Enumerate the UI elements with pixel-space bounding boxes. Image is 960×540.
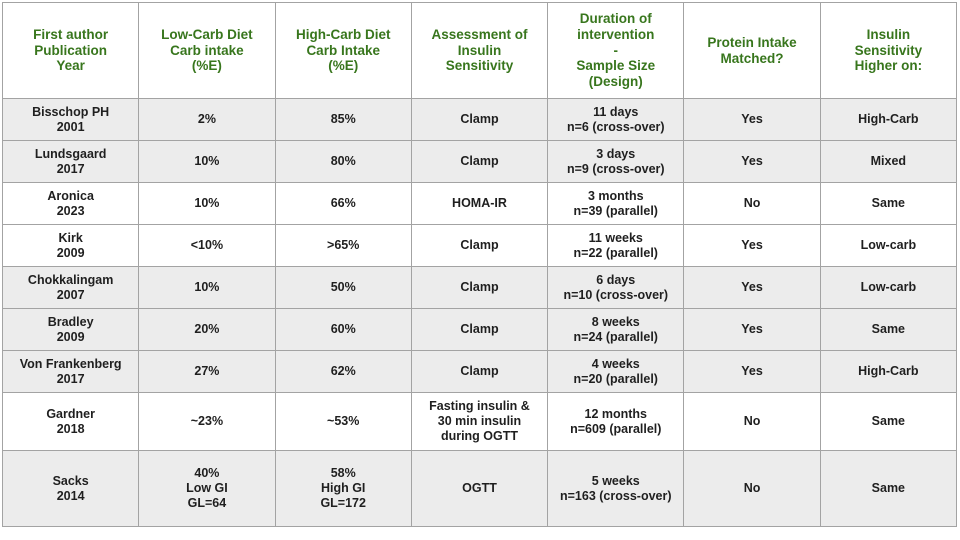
cell-protein: Yes <box>683 140 821 183</box>
table-header: First author Publication Year Low-Carb D… <box>1 2 958 99</box>
cell-author: Von Frankenberg 2017 <box>1 350 140 393</box>
cell-duration: 8 weeks n=24 (parallel) <box>547 308 685 351</box>
cell-duration: 11 days n=6 (cross-over) <box>547 98 685 141</box>
cell-assessment: Clamp <box>410 308 549 351</box>
header-cell-high-carb-intake: High-Carb Diet Carb Intake (%E) <box>274 2 412 99</box>
cell-protein: No <box>683 392 821 451</box>
table-row-bisschop: Bisschop PH 2001 2% 85% Clamp 11 days n=… <box>1 98 958 141</box>
cell-low-carb: ~23% <box>138 392 276 451</box>
cell-duration: 4 weeks n=20 (parallel) <box>547 350 685 393</box>
cell-assessment: Clamp <box>410 350 549 393</box>
header-cell-low-carb-intake: Low-Carb Diet Carb intake (%E) <box>138 2 276 99</box>
header-cell-first-author: First author Publication Year <box>1 2 140 99</box>
cell-protein: Yes <box>683 308 821 351</box>
table-body: Bisschop PH 2001 2% 85% Clamp 11 days n=… <box>1 98 958 527</box>
cell-protein: Yes <box>683 350 821 393</box>
cell-protein: Yes <box>683 266 821 309</box>
cell-assessment: Clamp <box>410 224 549 267</box>
cell-duration: 11 weeks n=22 (parallel) <box>547 224 685 267</box>
cell-protein: Yes <box>683 224 821 267</box>
table-row-sacks: Sacks 2014 40% Low GI GL=64 58% High GI … <box>1 450 958 527</box>
table-row-gardner: Gardner 2018 ~23% ~53% Fasting insulin &… <box>1 392 958 451</box>
cell-low-carb: 10% <box>138 266 276 309</box>
cell-author: Kirk 2009 <box>1 224 140 267</box>
cell-low-carb: 10% <box>138 182 276 225</box>
cell-assessment: HOMA-IR <box>410 182 549 225</box>
cell-assessment: Clamp <box>410 266 549 309</box>
cell-high-carb: 50% <box>274 266 412 309</box>
header-cell-sensitivity-higher: Insulin Sensitivity Higher on: <box>819 2 958 99</box>
cell-higher-on: Same <box>819 182 958 225</box>
cell-author: Sacks 2014 <box>1 450 140 527</box>
cell-protein: No <box>683 182 821 225</box>
cell-higher-on: Same <box>819 308 958 351</box>
header-row: First author Publication Year Low-Carb D… <box>1 2 958 99</box>
table-row-kirk: Kirk 2009 <10% >65% Clamp 11 weeks n=22 … <box>1 224 958 267</box>
cell-higher-on: Same <box>819 450 958 527</box>
table-row-chokkalingam: Chokkalingam 2007 10% 50% Clamp 6 days n… <box>1 266 958 309</box>
diet-studies-table: First author Publication Year Low-Carb D… <box>1 2 958 527</box>
cell-low-carb: 2% <box>138 98 276 141</box>
cell-high-carb: 66% <box>274 182 412 225</box>
cell-low-carb: <10% <box>138 224 276 267</box>
cell-high-carb: 62% <box>274 350 412 393</box>
cell-duration: 5 weeks n=163 (cross-over) <box>547 450 685 527</box>
cell-higher-on: Mixed <box>819 140 958 183</box>
cell-author: Chokkalingam 2007 <box>1 266 140 309</box>
cell-author: Bradley 2009 <box>1 308 140 351</box>
cell-low-carb: 40% Low GI GL=64 <box>138 450 276 527</box>
cell-low-carb: 27% <box>138 350 276 393</box>
cell-low-carb: 20% <box>138 308 276 351</box>
cell-high-carb: 58% High GI GL=172 <box>274 450 412 527</box>
cell-high-carb: ~53% <box>274 392 412 451</box>
cell-author: Lundsgaard 2017 <box>1 140 140 183</box>
cell-high-carb: 60% <box>274 308 412 351</box>
header-cell-assessment: Assessment of Insulin Sensitivity <box>410 2 549 99</box>
cell-assessment: Clamp <box>410 98 549 141</box>
table-row-bradley: Bradley 2009 20% 60% Clamp 8 weeks n=24 … <box>1 308 958 351</box>
cell-protein: Yes <box>683 98 821 141</box>
cell-assessment: Fasting insulin & 30 min insulin during … <box>410 392 549 451</box>
cell-author: Aronica 2023 <box>1 182 140 225</box>
table-row-von-frankenberg: Von Frankenberg 2017 27% 62% Clamp 4 wee… <box>1 350 958 393</box>
cell-assessment: OGTT <box>410 450 549 527</box>
cell-higher-on: Low-carb <box>819 224 958 267</box>
cell-author: Bisschop PH 2001 <box>1 98 140 141</box>
cell-author: Gardner 2018 <box>1 392 140 451</box>
cell-higher-on: High-Carb <box>819 98 958 141</box>
cell-high-carb: 80% <box>274 140 412 183</box>
cell-high-carb: >65% <box>274 224 412 267</box>
cell-high-carb: 85% <box>274 98 412 141</box>
table-row-aronica: Aronica 2023 10% 66% HOMA-IR 3 months n=… <box>1 182 958 225</box>
cell-duration: 3 days n=9 (cross-over) <box>547 140 685 183</box>
table-row-lundsgaard: Lundsgaard 2017 10% 80% Clamp 3 days n=9… <box>1 140 958 183</box>
cell-low-carb: 10% <box>138 140 276 183</box>
cell-duration: 12 months n=609 (parallel) <box>547 392 685 451</box>
cell-higher-on: High-Carb <box>819 350 958 393</box>
cell-assessment: Clamp <box>410 140 549 183</box>
header-cell-duration-sample: Duration of intervention - Sample Size (… <box>547 2 685 99</box>
cell-higher-on: Same <box>819 392 958 451</box>
header-cell-protein-matched: Protein Intake Matched? <box>683 2 821 99</box>
cell-duration: 3 months n=39 (parallel) <box>547 182 685 225</box>
cell-protein: No <box>683 450 821 527</box>
cell-higher-on: Low-carb <box>819 266 958 309</box>
cell-duration: 6 days n=10 (cross-over) <box>547 266 685 309</box>
